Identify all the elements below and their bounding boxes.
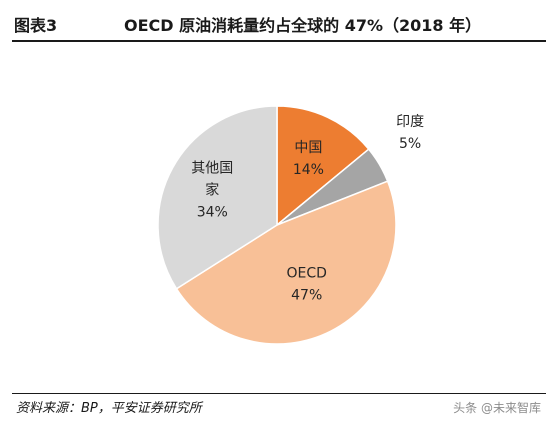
- slice-label-oecd-1: 47%: [291, 287, 322, 303]
- chart-title: OECD 原油消耗量约占全球的 47%（2018 年）: [124, 16, 482, 35]
- figure-label: 图表3: [14, 16, 58, 35]
- pie-slice-中国: [276, 105, 370, 227]
- pie-slice-其他国家: [157, 105, 278, 290]
- slice-label-其他国家-1: 家: [205, 182, 219, 199]
- slice-label-印度-0: 印度: [396, 114, 424, 130]
- pie-slice-oecd: [175, 180, 397, 345]
- slice-label-中国-1: 14%: [293, 162, 324, 178]
- slice-label-印度-1: 5%: [399, 136, 421, 152]
- slice-label-其他国家-0: 其他国: [191, 161, 233, 177]
- bottom-rule: [12, 393, 546, 394]
- top-rule: [12, 40, 546, 42]
- slice-label-oecd-0: OECD: [286, 265, 326, 281]
- source-note: 资料来源：BP，平安证券研究所: [16, 401, 202, 416]
- slice-label-中国-0: 中国: [294, 140, 322, 156]
- slice-label-其他国家-2: 34%: [197, 205, 228, 221]
- pie-slices: [157, 105, 397, 345]
- watermark: 头条 @未来智库: [453, 401, 541, 415]
- figure-header: 图表3 OECD 原油消耗量约占全球的 47%（2018 年）: [14, 10, 544, 38]
